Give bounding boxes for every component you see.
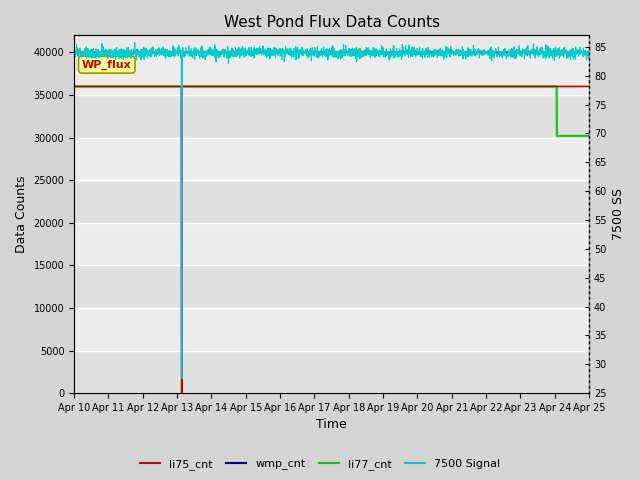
li75_cnt [570, 84, 578, 89]
7500 Signal [70, 48, 78, 54]
Bar [74, 52, 589, 95]
li77_cnt [570, 133, 578, 139]
wmp_cnt [476, 49, 483, 55]
li75_cnt [571, 84, 579, 89]
wmp_cnt [307, 49, 315, 55]
Bar [74, 350, 589, 393]
Bar [74, 95, 589, 138]
li75_cnt [585, 84, 593, 89]
Bar [74, 223, 589, 265]
Text: WP_flux: WP_flux [82, 60, 132, 70]
Legend: li75_cnt, wmp_cnt, li77_cnt, 7500 Signal: li75_cnt, wmp_cnt, li77_cnt, 7500 Signal [136, 455, 504, 474]
7500 Signal [131, 39, 138, 45]
li75_cnt [321, 84, 328, 89]
7500 Signal [571, 53, 579, 59]
li75_cnt [307, 84, 315, 89]
Bar [74, 138, 589, 180]
7500 Signal [321, 51, 329, 57]
li75_cnt [97, 84, 104, 89]
X-axis label: Time: Time [316, 419, 347, 432]
li77_cnt [97, 84, 104, 89]
wmp_cnt [97, 49, 104, 55]
li77_cnt [70, 84, 78, 89]
7500 Signal [585, 56, 593, 61]
wmp_cnt [585, 49, 593, 55]
Y-axis label: 7500 SS: 7500 SS [612, 188, 625, 240]
li77_cnt [476, 84, 483, 89]
Bar [74, 308, 589, 350]
wmp_cnt [70, 49, 78, 55]
7500 Signal [308, 58, 316, 64]
wmp_cnt [570, 49, 578, 55]
li77_cnt [585, 133, 593, 139]
wmp_cnt [570, 49, 578, 55]
7500 Signal [476, 50, 484, 56]
li77_cnt [307, 84, 315, 89]
li77_cnt [571, 133, 579, 139]
Bar [74, 180, 589, 223]
7500 Signal [571, 54, 579, 60]
li75_cnt [476, 84, 484, 89]
wmp_cnt [321, 49, 328, 55]
Line: li75_cnt: li75_cnt [74, 86, 589, 393]
li75_cnt [70, 84, 78, 89]
Title: West Pond Flux Data Counts: West Pond Flux Data Counts [223, 15, 440, 30]
7500 Signal [178, 376, 186, 382]
li77_cnt [553, 133, 561, 139]
Y-axis label: Data Counts: Data Counts [15, 176, 28, 253]
li77_cnt [321, 84, 328, 89]
Line: li77_cnt: li77_cnt [74, 86, 589, 136]
7500 Signal [97, 48, 104, 54]
Line: 7500 Signal: 7500 Signal [74, 42, 589, 379]
li75_cnt [178, 390, 186, 396]
Bar [74, 265, 589, 308]
